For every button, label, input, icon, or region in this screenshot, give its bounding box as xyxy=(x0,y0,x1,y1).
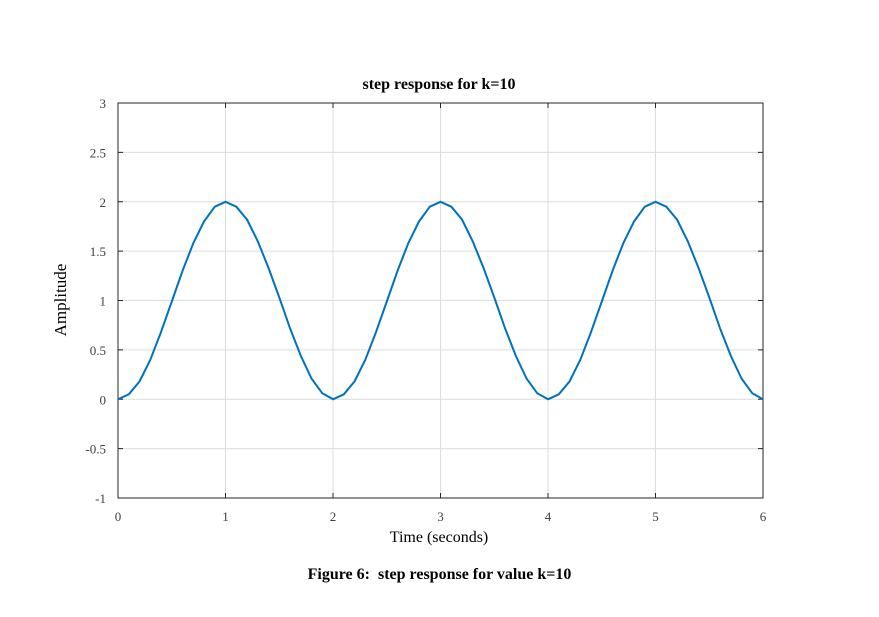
x-tick-label: 1 xyxy=(222,509,229,524)
series-line xyxy=(117,200,764,401)
y-tick-label: -0.5 xyxy=(85,442,106,457)
x-tick-label: 5 xyxy=(652,509,659,524)
y-tick-label: -1 xyxy=(95,491,106,506)
figure-caption: Figure 6: step response for value k=10 xyxy=(307,566,572,583)
x-tick-label: 4 xyxy=(545,509,552,524)
grid xyxy=(118,103,763,498)
x-tick-label: 3 xyxy=(437,509,444,524)
y-tick-label: 1 xyxy=(100,294,107,309)
x-tick-labels: 0 1 2 3 4 5 6 xyxy=(115,509,767,524)
y-tick-labels: 3 2.5 2 1.5 1 0.5 0 -0.5 -1 xyxy=(85,96,106,506)
x-tick-label: 0 xyxy=(115,509,122,524)
axis-ticks xyxy=(117,102,764,499)
y-tick-label: 3 xyxy=(100,96,107,111)
y-tick-label: 0.5 xyxy=(90,343,106,358)
x-tick-label: 6 xyxy=(760,509,767,524)
y-tick-label: 1.5 xyxy=(90,244,106,259)
x-tick-label: 2 xyxy=(330,509,337,524)
y-tick-label: 2.5 xyxy=(90,145,106,160)
y-tick-label: 2 xyxy=(100,195,107,210)
chart-title: step response for k=10 xyxy=(363,76,516,93)
y-tick-label: 0 xyxy=(100,392,107,407)
y-axis-label: Amplitude xyxy=(51,264,70,337)
x-axis-label: Time (seconds) xyxy=(390,529,489,546)
